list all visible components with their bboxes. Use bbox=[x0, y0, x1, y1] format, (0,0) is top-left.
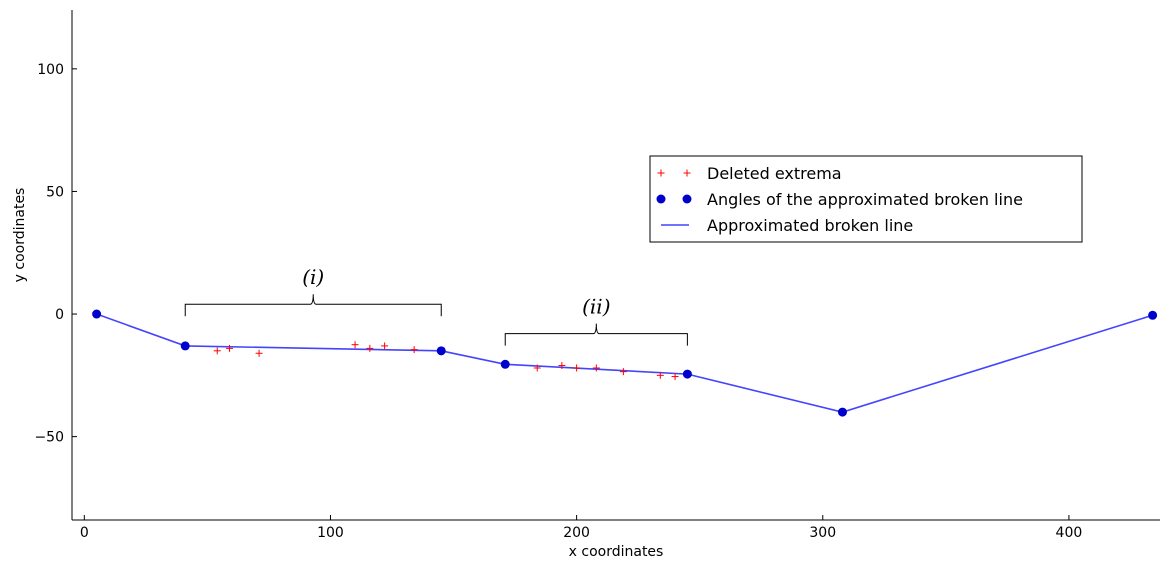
legend-entry: Deleted extrema bbox=[657, 164, 842, 183]
x-tick-label: 100 bbox=[317, 525, 344, 541]
legend-entry: Angles of the approximated broken line bbox=[656, 190, 1023, 209]
legend-box bbox=[649, 155, 1083, 243]
angle-point bbox=[837, 407, 847, 417]
brace-annotation: (i) bbox=[184, 265, 442, 317]
x-tick-label: 0 bbox=[80, 525, 89, 541]
y-axis-title: y coordinates bbox=[12, 188, 28, 283]
x-tick-label: 300 bbox=[809, 525, 836, 541]
deleted-extremum-marker bbox=[671, 373, 679, 381]
legend-dot bbox=[656, 194, 666, 204]
deleted-extremum-marker bbox=[226, 344, 234, 352]
legend-label: Deleted extrema bbox=[707, 164, 842, 183]
brace bbox=[184, 294, 442, 317]
x-tick-label: 400 bbox=[1056, 525, 1083, 541]
angle-point bbox=[436, 346, 446, 356]
deleted-extremum-marker bbox=[573, 364, 581, 372]
y-tick-label: 50 bbox=[46, 184, 64, 200]
legend-dot bbox=[682, 194, 692, 204]
deleted-extremum-marker bbox=[351, 341, 359, 349]
y-tick-label: −50 bbox=[34, 430, 64, 446]
legend-label: Approximated broken line bbox=[707, 216, 913, 235]
deleted-extremum-marker bbox=[255, 349, 263, 357]
angle-point bbox=[1148, 310, 1158, 320]
brace-annotation: (ii) bbox=[504, 295, 688, 346]
angle-point bbox=[500, 359, 510, 369]
approximated-broken-line bbox=[96, 313, 1153, 413]
deleted-extremum-marker bbox=[619, 368, 627, 376]
brace-label: (ii) bbox=[582, 295, 610, 319]
legend-entry: Approximated broken line bbox=[661, 216, 913, 235]
plot-area bbox=[92, 309, 1158, 417]
deleted-extremum-marker bbox=[656, 371, 664, 379]
brace-label: (i) bbox=[302, 265, 324, 289]
annotations: (i) (ii) bbox=[184, 265, 688, 346]
deleted-extremum-marker bbox=[410, 346, 418, 354]
brace bbox=[504, 323, 688, 346]
deleted-extremum-marker bbox=[381, 342, 389, 350]
legend-label: Angles of the approximated broken line bbox=[707, 190, 1023, 209]
deleted-extremum-marker bbox=[558, 362, 566, 370]
angle-point bbox=[682, 369, 692, 379]
angle-point bbox=[92, 309, 102, 319]
angle-point bbox=[180, 341, 190, 351]
y-tick-label: 0 bbox=[55, 307, 64, 323]
legend: Deleted extrema Angles of the approximate… bbox=[649, 155, 1083, 243]
axes: 0 100 200 300 400 −50 0 50 100 x coordinates y coo… bbox=[12, 10, 1160, 560]
deleted-extremum-marker bbox=[592, 364, 600, 372]
x-axis-title: x coordinates bbox=[569, 544, 664, 560]
deleted-extremum-marker bbox=[366, 344, 374, 352]
deleted-extremum-marker bbox=[213, 347, 221, 355]
y-tick-label: 100 bbox=[37, 62, 64, 78]
x-tick-label: 200 bbox=[563, 525, 590, 541]
deleted-extremum-marker bbox=[533, 364, 541, 372]
